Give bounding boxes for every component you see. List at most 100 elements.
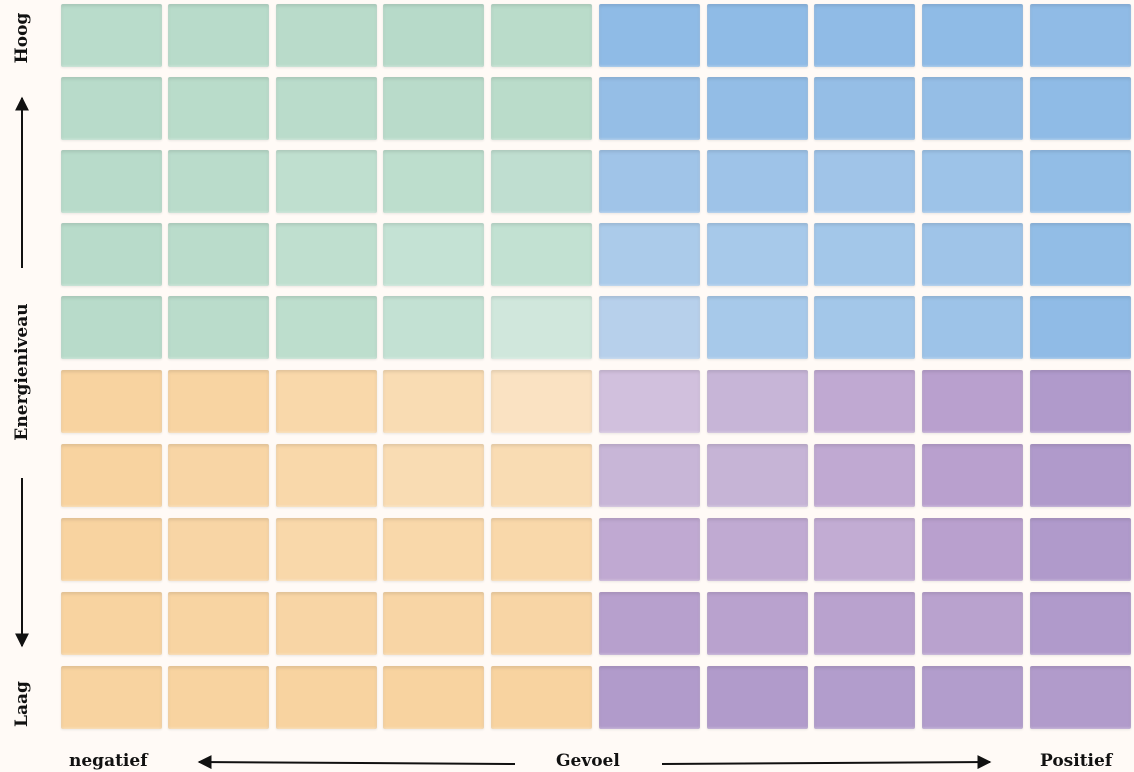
grid-cell bbox=[276, 77, 377, 140]
grid-cell bbox=[276, 223, 377, 286]
grid-cell bbox=[814, 444, 915, 507]
grid-cell bbox=[1030, 4, 1131, 67]
grid-cell bbox=[61, 666, 162, 729]
grid-cell bbox=[922, 77, 1023, 140]
grid-cell bbox=[814, 666, 915, 729]
grid-cell bbox=[922, 518, 1023, 581]
grid-cell bbox=[922, 223, 1023, 286]
grid-cell bbox=[168, 223, 269, 286]
grid-cell bbox=[168, 370, 269, 433]
grid-cell bbox=[61, 592, 162, 655]
grid-cell bbox=[922, 666, 1023, 729]
grid-cell bbox=[383, 518, 484, 581]
y-axis-label: Energieniveau bbox=[12, 303, 32, 441]
grid-cell bbox=[599, 150, 700, 213]
y-high-label: Hoog bbox=[12, 12, 32, 64]
grid-cell bbox=[814, 370, 915, 433]
x-positive-label: Positief bbox=[1040, 751, 1113, 771]
grid-cell bbox=[707, 444, 808, 507]
grid-cell bbox=[61, 77, 162, 140]
grid-cell bbox=[599, 77, 700, 140]
grid-cell bbox=[707, 518, 808, 581]
grid-cell bbox=[276, 296, 377, 359]
grid-cell bbox=[276, 592, 377, 655]
grid-cell bbox=[491, 150, 592, 213]
grid-cell bbox=[491, 370, 592, 433]
y-low-label: Laag bbox=[12, 681, 32, 727]
grid-cell bbox=[168, 666, 269, 729]
grid-cell bbox=[491, 444, 592, 507]
grid-cell bbox=[383, 77, 484, 140]
grid-cell bbox=[61, 4, 162, 67]
grid-cell bbox=[599, 4, 700, 67]
grid-cell bbox=[599, 223, 700, 286]
grid-cell bbox=[276, 518, 377, 581]
grid-cell bbox=[814, 223, 915, 286]
grid-cell bbox=[61, 296, 162, 359]
grid-cell bbox=[383, 592, 484, 655]
grid-cell bbox=[707, 666, 808, 729]
grid-cell bbox=[922, 444, 1023, 507]
grid-cell bbox=[383, 666, 484, 729]
grid-cell bbox=[707, 592, 808, 655]
grid-cell bbox=[707, 77, 808, 140]
grid-cell bbox=[61, 444, 162, 507]
grid-cell bbox=[491, 518, 592, 581]
grid-cell bbox=[1030, 370, 1131, 433]
grid-cell bbox=[1030, 592, 1131, 655]
grid-cell bbox=[814, 77, 915, 140]
grid-cell bbox=[61, 370, 162, 433]
grid-cell bbox=[491, 223, 592, 286]
grid-cell bbox=[707, 4, 808, 67]
grid-cell bbox=[599, 518, 700, 581]
grid-cell bbox=[599, 666, 700, 729]
grid-cell bbox=[168, 592, 269, 655]
x-axis-label: Gevoel bbox=[556, 751, 620, 771]
grid-cell bbox=[814, 592, 915, 655]
grid-cell bbox=[599, 444, 700, 507]
grid-cell bbox=[383, 296, 484, 359]
grid-cell bbox=[276, 666, 377, 729]
grid-cell bbox=[383, 4, 484, 67]
x-arrow-left bbox=[197, 755, 516, 770]
grid-cell bbox=[168, 77, 269, 140]
grid-cell bbox=[922, 150, 1023, 213]
grid-cell bbox=[276, 150, 377, 213]
grid-cell bbox=[383, 370, 484, 433]
grid-cell bbox=[707, 150, 808, 213]
grid-cell bbox=[276, 444, 377, 507]
grid-cell bbox=[383, 444, 484, 507]
grid-cell bbox=[491, 4, 592, 67]
grid-cell bbox=[1030, 223, 1131, 286]
grid-cell bbox=[707, 223, 808, 286]
grid-cell bbox=[599, 370, 700, 433]
grid-cell bbox=[1030, 518, 1131, 581]
grid-cell bbox=[814, 518, 915, 581]
grid-cell bbox=[491, 592, 592, 655]
grid-cell bbox=[168, 296, 269, 359]
grid-cell bbox=[814, 296, 915, 359]
grid-cell bbox=[599, 592, 700, 655]
grid-cell bbox=[383, 223, 484, 286]
grid-cell bbox=[814, 4, 915, 67]
grid-cell bbox=[276, 4, 377, 67]
x-arrow-right bbox=[661, 755, 992, 770]
grid-cell bbox=[707, 296, 808, 359]
grid-cell bbox=[1030, 666, 1131, 729]
grid-cell bbox=[491, 296, 592, 359]
grid-cell bbox=[599, 296, 700, 359]
grid-cell bbox=[1030, 296, 1131, 359]
grid-cell bbox=[814, 150, 915, 213]
grid-cell bbox=[168, 4, 269, 67]
grid-cell bbox=[491, 77, 592, 140]
grid-cell bbox=[1030, 77, 1131, 140]
x-negative-label: negatief bbox=[69, 751, 148, 771]
grid-cell bbox=[168, 444, 269, 507]
grid-cell bbox=[707, 370, 808, 433]
grid-cell bbox=[61, 223, 162, 286]
grid-cell bbox=[922, 592, 1023, 655]
grid-cell bbox=[383, 150, 484, 213]
grid-cell bbox=[922, 370, 1023, 433]
grid-cell bbox=[922, 4, 1023, 67]
